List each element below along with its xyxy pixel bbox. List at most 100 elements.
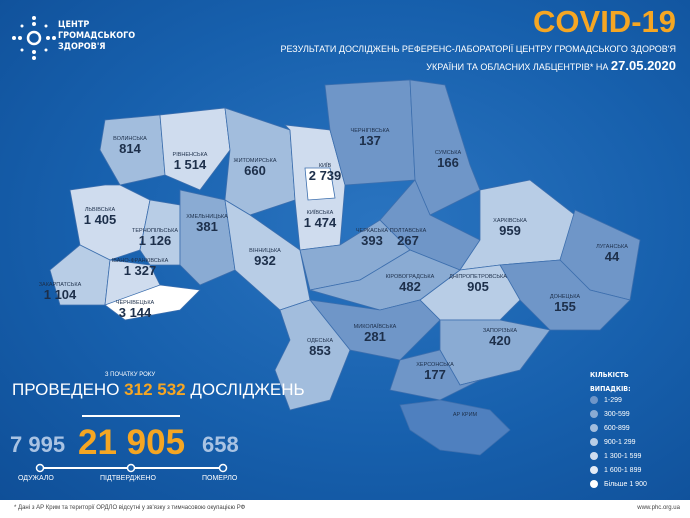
region-name: ВІННИЦЬКА — [249, 248, 281, 254]
tests-suffix: ДОСЛІДЖЕНЬ — [190, 380, 305, 399]
region-kherson — [389, 349, 481, 401]
page-title: COVID-19 — [533, 4, 676, 39]
recovered-count: 7 995 — [10, 432, 66, 457]
region-label-kirovohrad: КІРОВОГРАДСЬКА 482 — [386, 274, 435, 293]
region-crimea — [399, 399, 511, 456]
legend-swatch — [590, 396, 598, 404]
region-value: 853 — [309, 343, 331, 358]
region-label-luhansk: ЛУГАНСЬКА 44 — [596, 244, 628, 263]
region-value: 660 — [244, 163, 266, 178]
region-volyn — [99, 114, 166, 186]
region-label-zaporizhzhia: ЗАПОРІЗЬКА 420 — [483, 328, 517, 347]
region-name: АР КРИМ — [452, 412, 478, 418]
region-label-rivne: РІВНЕНСЬКА 1 514 — [173, 152, 208, 171]
legend-item: 300-599 — [590, 410, 630, 418]
legend-item: Більше 1 900 — [590, 480, 647, 488]
region-value: 1 327 — [123, 263, 157, 278]
legend-item: 1-299 — [590, 396, 622, 404]
region-label-ivanofrankivsk: ІВАНО-ФРАНКІВСЬКА 1 327 — [112, 258, 169, 277]
legend-swatch — [590, 480, 598, 488]
region-rivne — [159, 107, 231, 191]
legend-swatch — [590, 438, 598, 446]
region-name: ІВАНО-ФРАНКІВСЬКА — [111, 258, 169, 264]
logo-icon — [12, 16, 56, 60]
region-value: 381 — [196, 219, 218, 234]
region-value: 267 — [397, 233, 419, 248]
region-value: 420 — [489, 333, 511, 348]
region-label-vinnytsia: ВІННИЦЬКА 932 — [249, 248, 281, 267]
legend-label: 1 300-1 599 — [604, 452, 642, 460]
region-label-khmelnytskyi: ХМЕЛЬНИЦЬКА 381 — [186, 214, 228, 233]
legend-label: Більше 1 900 — [604, 480, 647, 488]
subtitle-text: УКРАЇНИ ТА ОБЛАСНИХ ЛАБЦЕНТРІВ* НА — [426, 62, 609, 72]
region-label-donetsk: ДОНЕЦЬКА 155 — [550, 294, 580, 313]
since-label: З ПОЧАТКУ РОКУ — [104, 372, 156, 378]
region-name: ТЕРНОПІЛЬСЬКА — [132, 228, 178, 234]
legend-item: 900-1 299 — [590, 438, 636, 446]
region-label-kyiv: КИЇВСЬКА 1 474 — [304, 210, 337, 229]
region-name: ХЕРСОНСЬКА — [416, 362, 454, 368]
legend-item: 600-899 — [590, 424, 630, 432]
legend-label: 900-1 299 — [604, 438, 636, 446]
legend-label: 600-899 — [604, 424, 630, 432]
region-odesa — [274, 299, 351, 411]
region-label-zhytomyr: ЖИТОМИРСЬКА 660 — [233, 158, 276, 177]
region-label-sumy: СУМСЬКА 166 — [435, 150, 461, 169]
legend-title: КІЛЬКІСТЬ ВИПАДКІВ: — [590, 368, 631, 396]
region-value: 1 104 — [43, 287, 77, 302]
region-value: 1 474 — [303, 215, 337, 230]
region-name: ЧЕРКАСЬКА — [355, 228, 389, 234]
region-label-volyn: ВОЛИНСЬКА 814 — [113, 136, 147, 155]
subtitle-date-line: УКРАЇНИ ТА ОБЛАСНИХ ЛАБЦЕНТРІВ* НА 27.05… — [426, 58, 676, 73]
region-name: ХМЕЛЬНИЦЬКА — [186, 214, 228, 220]
region-name: ЗАПОРІЗЬКА — [482, 328, 518, 334]
region-name: ЧЕРНІВЕЦЬКА — [115, 300, 155, 306]
region-name: ЛЬВІВСЬКА — [84, 207, 116, 213]
logo-line: ЦЕНТР — [58, 20, 90, 30]
legend-label: 300-599 — [604, 410, 630, 418]
infographic: ЦЕНТР ГРОМАДСЬКОГО ЗДОРОВ'Я COVID-19 РЕЗ… — [0, 0, 690, 500]
region-name: РІВНЕНСЬКА — [172, 152, 208, 158]
tests-prefix: ПРОВЕДЕНО — [12, 380, 120, 399]
logo-text: ЦЕНТР ГРОМАДСЬКОГО ЗДОРОВ'Я — [58, 20, 135, 53]
region-label-ternopil: ТЕРНОПІЛЬСЬКА 1 126 — [132, 228, 178, 247]
region-chernihiv — [324, 79, 416, 186]
region-value: 2 739 — [308, 168, 342, 183]
region-name: КИЇВ — [318, 163, 332, 169]
region-value: 905 — [467, 279, 489, 294]
footnote: * Дані з АР Крим та території ОРДЛО відс… — [14, 505, 246, 511]
tests-count: 312 532 — [124, 380, 186, 399]
legend-swatch — [590, 424, 598, 432]
tests-summary: ПРОВЕДЕНО 312 532 ДОСЛІДЖЕНЬ — [12, 380, 305, 400]
legend-label: 1-299 — [604, 396, 622, 404]
region-label-kyivcity: КИЇВ 2 739 — [309, 163, 342, 182]
region-value: 137 — [359, 133, 381, 148]
region-name: ЛУГАНСЬКА — [596, 244, 628, 250]
region-label-zakarpattia: ЗАКАРПАТСЬКА 1 104 — [39, 282, 82, 301]
region-name: ВОЛИНСЬКА — [113, 136, 147, 142]
region-name: МИКОЛАЇВСЬКА — [353, 324, 397, 330]
region-label-dnipro: ДНІПРОПЕТРОВСЬКА 905 — [449, 274, 507, 293]
region-value: 482 — [399, 279, 421, 294]
legend-title-line: КІЛЬКІСТЬ — [590, 371, 629, 379]
region-chernivtsi — [104, 284, 201, 321]
confirmed-label: ПІДТВЕРДЖЕНО — [100, 475, 156, 482]
region-value: 44 — [604, 249, 620, 264]
region-name: СУМСЬКА — [434, 150, 462, 156]
region-value: 1 126 — [138, 233, 172, 248]
region-label-mykolaiv: МИКОЛАЇВСЬКА 281 — [354, 324, 397, 343]
region-value: 1 514 — [173, 157, 207, 172]
region-ternopil — [139, 199, 181, 266]
region-label-kherson: ХЕРСОНСЬКА 177 — [416, 362, 454, 381]
region-value: 393 — [361, 233, 383, 248]
region-name: КІРОВОГРАДСЬКА — [385, 274, 435, 280]
region-name: ЧЕРНІГІВСЬКА — [350, 128, 390, 134]
region-name: ПОЛТАВСЬКА — [389, 228, 427, 234]
region-label-poltava: ПОЛТАВСЬКА 267 — [390, 228, 427, 247]
legend-swatch — [590, 410, 598, 418]
region-label-chernivtsi: ЧЕРНІВЕЦЬКА 3 144 — [116, 300, 154, 319]
logo-line: ГРОМАДСЬКОГО — [58, 31, 136, 41]
recovered-label: ОДУЖАЛО — [18, 475, 54, 482]
region-name: ХАРКІВСЬКА — [493, 218, 527, 224]
subtitle: РЕЗУЛЬТАТИ ДОСЛІДЖЕНЬ РЕФЕРЕНС-ЛАБОРАТОР… — [280, 44, 676, 54]
